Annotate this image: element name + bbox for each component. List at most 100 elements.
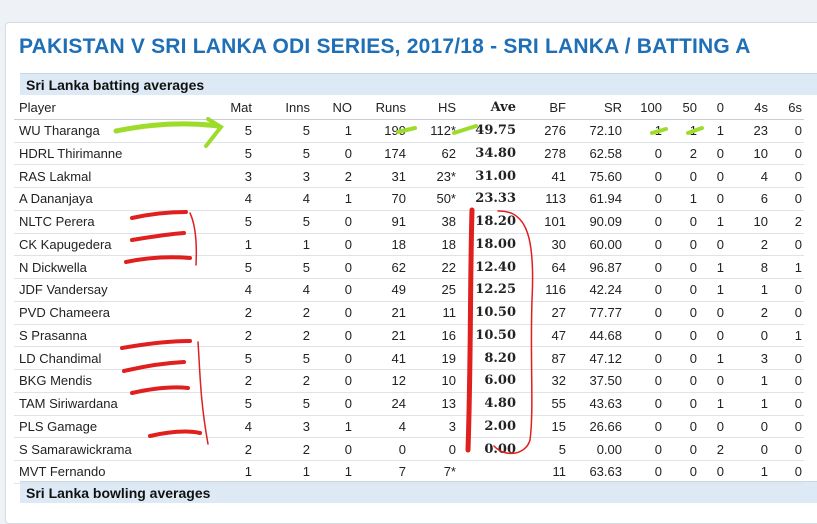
cell-ave: 23.33 <box>475 191 516 207</box>
cell-no: 0 <box>344 396 352 412</box>
cell-4s: 10 <box>753 214 768 230</box>
cell-ave: 34.80 <box>475 145 516 161</box>
cell-mat: 4 <box>244 282 252 298</box>
column-header-runs[interactable]: Runs <box>375 100 406 116</box>
cell-ave: 31.00 <box>475 168 516 184</box>
cell-no: 0 <box>344 282 352 298</box>
cell-bf: 87 <box>551 350 566 366</box>
cell-mat: 1 <box>244 464 252 480</box>
cell-6s: 0 <box>794 350 802 366</box>
cell-4s: 2 <box>760 236 768 252</box>
cell-sr: 63.63 <box>589 464 622 480</box>
cell-runs: 24 <box>391 396 406 412</box>
cell-inns: 5 <box>302 396 310 412</box>
cell-ave: 12.40 <box>475 259 516 275</box>
cell-6s: 0 <box>794 396 802 412</box>
cell-50: 0 <box>689 418 697 434</box>
player-name-link[interactable]: S Prasanna <box>19 327 87 343</box>
cell-6s: 0 <box>794 191 802 207</box>
cell-mat: 2 <box>244 441 252 457</box>
cell-ave: 2.00 <box>484 418 516 434</box>
column-header-player[interactable]: Player <box>19 100 56 116</box>
cell-sr: 44.68 <box>589 327 622 343</box>
cell-0: 0 <box>716 305 724 321</box>
cell-0: 0 <box>716 191 724 207</box>
cell-hs: 16 <box>441 327 456 343</box>
column-header-mat[interactable]: Mat <box>230 100 252 116</box>
player-name-link[interactable]: A Dananjaya <box>19 191 93 207</box>
player-name-link[interactable]: CK Kapugedera <box>19 236 112 252</box>
player-name-link[interactable]: JDF Vandersay <box>19 282 108 298</box>
player-name-link[interactable]: PVD Chameera <box>19 305 111 321</box>
cell-sr: 75.60 <box>589 168 622 184</box>
column-header-sr[interactable]: SR <box>603 100 622 116</box>
player-name-link[interactable]: HDRL Thirimanne <box>19 145 123 161</box>
stats-panel: PAKISTAN V SRI LANKA ODI SERIES, 2017/18… <box>5 22 817 524</box>
table-body: WU Tharanga 5 5 1 199 112* 49.75 276 72.10 1 1 1 23 0… <box>14 119 804 484</box>
cell-50: 0 <box>689 373 697 389</box>
table-row: HDRL Thirimanne 5 5 0 174 62 34.80 278 62.58 0 2 0 1… <box>14 142 804 165</box>
column-header-0[interactable]: 0 <box>716 100 724 116</box>
player-name-link[interactable]: PLS Gamage <box>19 418 98 434</box>
player-name-link[interactable]: NLTC Perera <box>19 214 95 230</box>
cell-mat: 5 <box>244 145 252 161</box>
cell-bf: 15 <box>551 418 566 434</box>
cell-4s: 10 <box>753 145 768 161</box>
cell-100: 0 <box>654 464 662 480</box>
column-header-bf[interactable]: BF <box>549 100 566 116</box>
cell-hs: 19 <box>441 350 456 366</box>
cell-sr: 60.00 <box>589 236 622 252</box>
cell-mat: 5 <box>244 396 252 412</box>
column-header-hs[interactable]: HS <box>437 100 456 116</box>
player-name-link[interactable]: MVT Fernando <box>19 464 106 480</box>
cell-6s: 0 <box>794 418 802 434</box>
cell-100: 0 <box>654 418 662 434</box>
player-name-link[interactable]: WU Tharanga <box>19 123 100 139</box>
cell-0: 0 <box>716 418 724 434</box>
cell-4s: 6 <box>760 191 768 207</box>
cell-no: 0 <box>344 441 352 457</box>
cell-100: 0 <box>654 305 662 321</box>
cell-bf: 27 <box>551 305 566 321</box>
cell-50: 1 <box>689 123 697 139</box>
cell-no: 2 <box>344 168 352 184</box>
cell-50: 0 <box>689 282 697 298</box>
cell-6s: 0 <box>794 123 802 139</box>
column-header-no[interactable]: NO <box>332 100 353 116</box>
player-name-link[interactable]: RAS Lakmal <box>19 168 92 184</box>
column-header-50[interactable]: 50 <box>682 100 697 116</box>
player-name-link[interactable]: S Samarawickrama <box>19 441 132 457</box>
cell-mat: 4 <box>244 418 252 434</box>
cell-bf: 101 <box>544 214 566 230</box>
cell-0: 1 <box>716 282 724 298</box>
cell-inns: 3 <box>302 168 310 184</box>
cell-0: 2 <box>716 441 724 457</box>
cell-50: 0 <box>689 396 697 412</box>
cell-runs: 62 <box>391 259 406 275</box>
cell-6s: 0 <box>794 282 802 298</box>
cell-50: 0 <box>689 214 697 230</box>
cell-bf: 113 <box>545 191 566 207</box>
cell-6s: 1 <box>794 327 802 343</box>
column-header-100[interactable]: 100 <box>640 100 662 116</box>
cell-sr: 42.24 <box>589 282 622 298</box>
cell-50: 0 <box>689 350 697 366</box>
cell-ave: 0.00 <box>484 441 516 457</box>
column-header-ave[interactable]: Ave <box>490 100 516 116</box>
cell-ave: 10.50 <box>475 305 516 321</box>
player-name-link[interactable]: BKG Mendis <box>19 373 92 389</box>
cell-inns: 1 <box>302 464 310 480</box>
column-header-4s[interactable]: 4s <box>754 100 768 116</box>
player-name-link[interactable]: TAM Siriwardana <box>19 396 118 412</box>
player-name-link[interactable]: N Dickwella <box>19 259 87 275</box>
column-header-6s[interactable]: 6s <box>788 100 802 116</box>
cell-inns: 2 <box>302 327 310 343</box>
cell-50: 0 <box>689 168 697 184</box>
cell-0: 0 <box>716 145 724 161</box>
cell-mat: 5 <box>244 214 252 230</box>
cell-hs: 22 <box>441 259 456 275</box>
player-name-link[interactable]: LD Chandimal <box>19 350 102 366</box>
column-header-inns[interactable]: Inns <box>285 100 310 116</box>
cell-6s: 0 <box>794 464 802 480</box>
table-row: N Dickwella 5 5 0 62 22 12.40 64 96.87 0 0 1 8 1 <box>14 256 804 279</box>
